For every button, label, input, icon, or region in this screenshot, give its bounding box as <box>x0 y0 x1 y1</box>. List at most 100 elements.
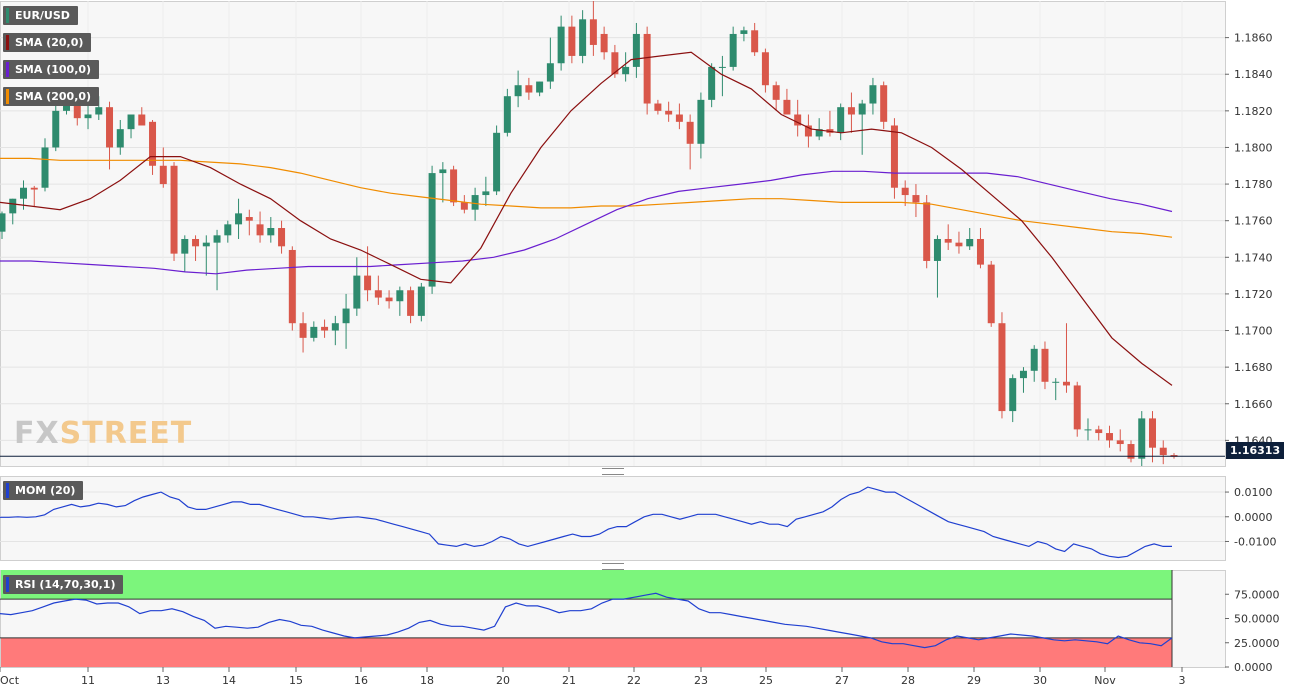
legend-rsi[interactable]: RSI (14,70,30,1) <box>3 575 124 594</box>
candle-body <box>514 85 522 97</box>
candle-body <box>783 99 791 115</box>
x-tick-label: 18 <box>420 674 434 687</box>
y-tick-label: 1.1720 <box>1234 288 1273 301</box>
candle-body <box>460 202 468 210</box>
candle-body <box>202 242 210 247</box>
candle-body <box>686 121 694 144</box>
candle-body <box>890 125 898 188</box>
candle-body <box>278 228 286 247</box>
legend-sma100-label: SMA (100,0) <box>15 63 92 76</box>
candle-body <box>245 217 253 221</box>
candle-body <box>321 326 329 331</box>
candle-body <box>794 114 802 126</box>
legend-sma200[interactable]: SMA (200,0) <box>3 87 100 106</box>
y-tick-label: 1.1780 <box>1234 178 1273 191</box>
y-tick-label: 1.1860 <box>1234 32 1273 45</box>
candle-body <box>1073 385 1081 430</box>
candle-body <box>933 238 941 261</box>
x-tick-label: 23 <box>694 674 708 687</box>
candle-body <box>73 99 81 119</box>
candle-body <box>665 110 673 115</box>
candle-body <box>1127 444 1135 459</box>
candle-body <box>310 326 318 338</box>
candle-body <box>1009 378 1017 412</box>
candle-body <box>127 114 135 130</box>
candle-body <box>966 238 974 247</box>
candle-body <box>600 33 608 53</box>
x-tick-label: 29 <box>967 674 981 687</box>
candle-body <box>697 99 705 144</box>
candle-body <box>256 224 264 236</box>
y-tick-label: 1.1800 <box>1234 141 1273 154</box>
candle-body <box>213 235 221 243</box>
x-tick-label: 25 <box>759 674 773 687</box>
candle-body <box>654 103 662 111</box>
candle-body <box>1052 381 1060 383</box>
legend-mom-swatch <box>6 483 9 498</box>
candle-body <box>439 169 447 174</box>
candle-body <box>374 290 382 298</box>
x-tick-label: 14 <box>222 674 236 687</box>
candle-body <box>675 114 683 122</box>
legend-sma100[interactable]: SMA (100,0) <box>3 60 100 79</box>
legend-sma20[interactable]: SMA (20,0) <box>3 33 92 52</box>
x-tick-label: 13 <box>156 674 170 687</box>
candle-body <box>718 66 726 68</box>
candle-body <box>751 30 759 53</box>
candle-body <box>536 81 544 93</box>
logo-part2: STREET <box>59 416 193 451</box>
legend-mom-label: MOM (20) <box>15 484 76 497</box>
candle-body <box>1116 440 1124 445</box>
candle-body <box>138 114 146 126</box>
x-tick-label: 3 <box>1179 674 1186 687</box>
candle-body <box>0 213 6 232</box>
candle-body <box>149 121 157 166</box>
candle-body <box>1084 429 1092 431</box>
x-tick-label: Oct <box>0 674 20 687</box>
candle-body <box>428 173 436 287</box>
candle-body <box>299 323 307 338</box>
last-price-tag: 1.16313 <box>1226 442 1285 459</box>
pane-resize-handle-rsi[interactable] <box>602 563 624 570</box>
rsi-line <box>0 592 1173 649</box>
candle-body <box>987 264 995 324</box>
candle-body <box>106 107 114 148</box>
legend-mom[interactable]: MOM (20) <box>3 481 84 500</box>
candle-body <box>503 96 511 133</box>
candle-body <box>622 66 630 75</box>
y-tick-label: 1.1700 <box>1234 325 1273 338</box>
y-tick-label: 1.1660 <box>1234 398 1273 411</box>
candle-body <box>1062 381 1070 386</box>
pane-resize-handle-mom[interactable] <box>602 468 624 475</box>
logo-part1: FX <box>14 416 60 451</box>
x-tick-label: 27 <box>835 674 849 687</box>
candle-body <box>353 275 361 309</box>
candle-body <box>837 107 845 133</box>
candle-body <box>1095 429 1103 434</box>
candle-body <box>568 26 576 56</box>
candle-body <box>288 249 296 324</box>
candle-body <box>41 147 49 188</box>
x-tick-label: 11 <box>81 674 95 687</box>
candle-body <box>396 290 404 302</box>
candle-body <box>847 107 855 115</box>
fxstreet-logo: FXSTREET <box>14 416 192 451</box>
candle-body <box>267 228 275 236</box>
candle-body <box>955 242 963 247</box>
candle-body <box>804 125 812 137</box>
mom-tick-label: 0.0000 <box>1234 511 1273 524</box>
candle-body <box>858 103 866 115</box>
candle-body <box>772 85 780 100</box>
candle-body <box>611 52 619 75</box>
legend-pair[interactable]: EUR/USD <box>3 6 78 25</box>
sma200-line <box>0 157 1173 238</box>
mom-tick-label: -0.0100 <box>1234 535 1276 548</box>
y-tick-label: 1.1680 <box>1234 361 1273 374</box>
legend-sma200-swatch <box>6 89 9 104</box>
candle-body <box>525 85 533 93</box>
candle-body <box>708 66 716 100</box>
candle-body <box>407 290 415 316</box>
candle-body <box>331 323 339 331</box>
mom-tick-label: 0.0100 <box>1234 486 1273 499</box>
x-tick-label: Nov <box>1094 674 1116 687</box>
